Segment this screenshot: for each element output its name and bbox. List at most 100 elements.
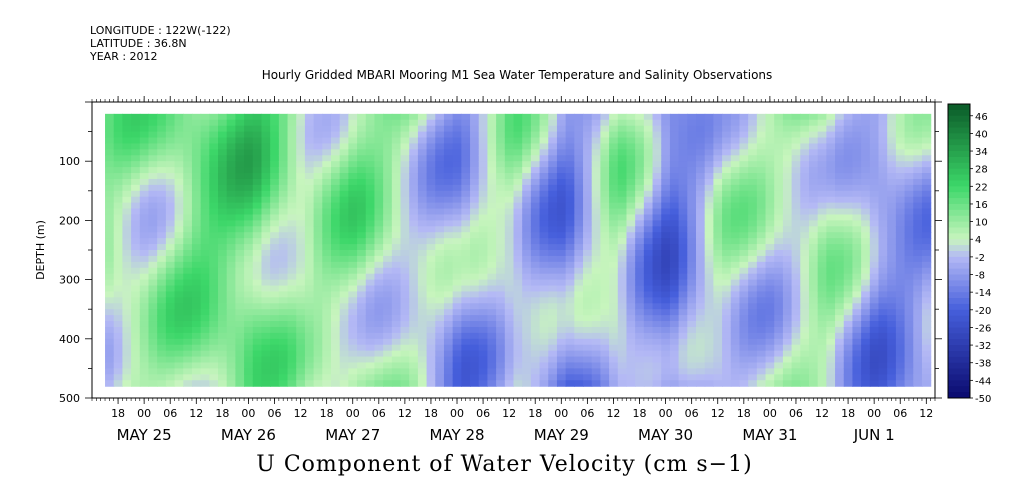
heatmap-cell — [704, 167, 714, 174]
heatmap-cell — [391, 184, 402, 192]
heatmap-cell — [826, 155, 836, 162]
heatmap-cell — [852, 143, 862, 150]
heatmap-cell — [218, 368, 228, 375]
heatmap-cell — [391, 380, 402, 387]
heatmap-cell — [174, 255, 184, 263]
heatmap-cell — [478, 338, 489, 346]
heatmap-cell — [348, 267, 358, 275]
heatmap-cell — [748, 261, 758, 269]
heatmap-cell — [287, 202, 297, 210]
heatmap-cell — [443, 374, 454, 381]
heatmap-cell — [365, 125, 376, 133]
heatmap-cell — [304, 250, 315, 257]
colorbar-bin — [948, 215, 970, 223]
heatmap-cell — [643, 125, 654, 133]
heatmap-cell — [435, 161, 445, 168]
heatmap-cell — [270, 315, 280, 322]
heatmap-cell — [669, 255, 680, 263]
heatmap-cell — [504, 362, 515, 369]
heatmap-cell — [643, 161, 654, 168]
heatmap-cell — [800, 309, 810, 316]
heatmap-cell — [782, 279, 793, 287]
heatmap-cell — [687, 238, 697, 245]
heatmap-cell — [722, 143, 732, 150]
x-hour-tick-label: 00 — [659, 407, 673, 420]
heatmap-cell — [304, 143, 315, 150]
heatmap-cell — [748, 321, 758, 328]
heatmap-cell — [539, 362, 549, 369]
heatmap-cell — [157, 184, 167, 192]
heatmap-cell — [513, 338, 523, 346]
heatmap-cell — [852, 214, 862, 221]
heatmap-cell — [600, 202, 610, 210]
heatmap-cell — [565, 155, 575, 162]
heatmap-cell — [148, 261, 158, 269]
heatmap-cell — [487, 374, 497, 381]
heatmap-cell — [374, 315, 384, 322]
heatmap-cell — [574, 125, 584, 133]
heatmap-cell — [435, 297, 445, 304]
heatmap-cell — [826, 344, 836, 352]
heatmap-cell — [496, 167, 506, 174]
heatmap-cell — [365, 226, 376, 233]
heatmap-cell — [131, 338, 141, 346]
heatmap-cell — [835, 119, 845, 127]
heatmap-cell — [513, 202, 523, 210]
heatmap-cell — [287, 143, 297, 150]
heatmap-cell — [730, 297, 741, 304]
heatmap-cell — [348, 362, 358, 369]
colorbar-bin — [948, 327, 970, 334]
heatmap-cell — [522, 155, 532, 162]
heatmap-cell — [626, 285, 636, 293]
heatmap-cell — [226, 309, 236, 316]
heatmap-cell — [782, 303, 793, 310]
heatmap-cell — [635, 273, 645, 281]
heatmap-cell — [765, 261, 775, 269]
heatmap-cell — [261, 309, 271, 316]
heatmap-cell — [191, 356, 202, 364]
heatmap-cell — [391, 131, 402, 139]
heatmap-cell — [400, 380, 410, 387]
heatmap-cell — [435, 155, 445, 162]
heatmap-cell — [626, 326, 636, 334]
heatmap-cell — [183, 338, 193, 346]
heatmap-cell — [669, 161, 680, 168]
heatmap-cell — [339, 273, 349, 281]
heatmap-cell — [704, 291, 714, 298]
heatmap-cell — [678, 303, 688, 310]
heatmap-cell — [904, 167, 914, 174]
heatmap-cell — [513, 244, 523, 251]
heatmap-cell — [696, 149, 706, 156]
heatmap-cell — [791, 137, 801, 145]
heatmap-cell — [739, 250, 749, 257]
heatmap-cell — [904, 178, 914, 186]
heatmap-cell — [226, 208, 236, 216]
heatmap-cell — [122, 131, 132, 139]
heatmap-cell — [661, 173, 671, 180]
heatmap-cell — [417, 356, 428, 364]
heatmap-cell — [522, 208, 532, 216]
heatmap-cell — [209, 285, 219, 293]
heatmap-cell — [244, 297, 254, 304]
heatmap-cell — [139, 297, 150, 304]
heatmap-cell — [583, 214, 593, 221]
heatmap-cell — [417, 350, 428, 358]
heatmap-cell — [878, 368, 888, 375]
heatmap-cell — [530, 315, 541, 322]
heatmap-cell — [887, 344, 897, 352]
heatmap-cell — [487, 113, 497, 121]
heatmap-cell — [574, 326, 584, 334]
heatmap-cell — [626, 208, 636, 216]
heatmap-cell — [200, 155, 210, 162]
heatmap-cell — [478, 232, 489, 239]
heatmap-cell — [322, 232, 332, 239]
heatmap-cell — [165, 350, 176, 358]
heatmap-cell — [800, 261, 810, 269]
heatmap-cell — [409, 250, 419, 257]
heatmap-cell — [878, 285, 888, 293]
heatmap-cell — [174, 119, 184, 127]
heatmap-cell — [409, 119, 419, 127]
heatmap-cell — [852, 113, 862, 121]
heatmap-cell — [739, 161, 749, 168]
heatmap-cell — [895, 244, 906, 251]
